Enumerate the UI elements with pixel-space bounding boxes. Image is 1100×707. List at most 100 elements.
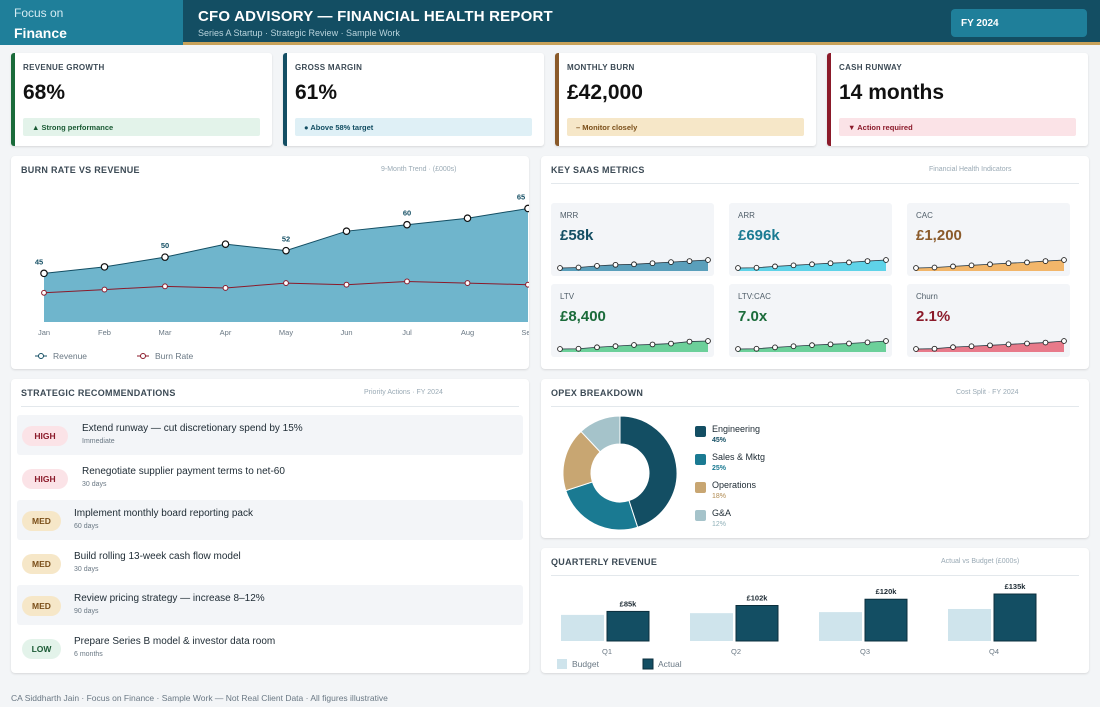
opex-slice-salesmktg	[565, 481, 639, 531]
burn-rate-point	[41, 289, 47, 296]
metric-value: 2.1%	[916, 308, 951, 325]
actual-bar	[993, 593, 1037, 642]
opex-slice-ga	[580, 415, 621, 453]
recommendation-text: Renegotiate supplier payment terms to ne…	[82, 465, 285, 477]
burn-rate-point	[464, 280, 471, 286]
revenue-point	[342, 227, 351, 235]
kpi-status-badge: – Monitor closely	[567, 118, 804, 136]
panel-meta: Priority Actions · FY 2024	[364, 389, 443, 396]
legend-swatch	[695, 510, 706, 521]
burn-rate-point	[283, 280, 289, 286]
sparkline-point	[790, 343, 797, 350]
sparkline-point	[968, 262, 975, 269]
report-header: CFO ADVISORY — FINANCIAL HEALTH REPORT S…	[183, 0, 1100, 45]
legend-label: Budget	[572, 659, 600, 669]
burn-rate-point	[343, 281, 350, 288]
priority-badge: MED	[22, 553, 61, 574]
revenue-point	[282, 246, 290, 255]
opex-panel: OPEX BREAKDOWN Cost Split · FY 2024 Engi…	[541, 379, 1089, 538]
panel-divider	[551, 183, 1079, 184]
revenue-data-label: 50	[161, 241, 169, 250]
revenue-point	[524, 204, 529, 213]
sparkline-point	[846, 259, 852, 266]
sparkline-point	[1061, 257, 1067, 263]
metric-sparkline	[735, 338, 889, 352]
sparkline-point	[950, 344, 956, 351]
kpi-status-badge: ▼ Action required	[839, 118, 1076, 136]
recommendation-text: Review pricing strategy — increase 8–12%	[74, 593, 265, 604]
x-tick-label: Q2	[731, 647, 741, 656]
sparkline-point	[1042, 339, 1049, 346]
revenue-data-label: 45	[35, 257, 43, 266]
kpi-status-badge: ▲ Strong performance	[23, 118, 260, 136]
recommendation-text: Extend runway — cut discretionary spend …	[82, 423, 303, 434]
sparkline-point	[827, 341, 834, 348]
priority-badge: LOW	[22, 638, 61, 659]
legend-swatch	[557, 659, 567, 669]
metric-card-ltv: LTV £8,400	[551, 284, 714, 357]
sparkline-point	[557, 346, 563, 352]
sparkline-point	[790, 262, 797, 269]
metric-label: ARR	[738, 211, 755, 220]
recommendation-timing: Immediate	[82, 438, 115, 445]
metric-sparkline	[913, 338, 1067, 352]
legend-swatch	[695, 454, 706, 465]
revenue-point	[40, 269, 48, 278]
metric-card-cac: CAC £1,200	[907, 203, 1070, 276]
fiscal-year-selector[interactable]: FY 2024	[951, 9, 1087, 37]
revenue-point	[463, 214, 472, 223]
legend-percent: 25%	[712, 465, 727, 472]
metric-sparkline	[735, 257, 889, 271]
actual-bar	[735, 605, 779, 642]
sparkline-point	[809, 342, 815, 348]
metric-card-ltvcac: LTV:CAC 7.0x	[729, 284, 892, 357]
recommendation-timing: 90 days	[74, 608, 99, 615]
recommendation-item: MED Build rolling 13-week cash flow model…	[17, 543, 523, 583]
recommendation-item: LOW Prepare Series B model & investor dat…	[17, 628, 523, 668]
metric-label: MRR	[560, 211, 579, 220]
actual-data-label: £102k	[747, 594, 769, 603]
recommendation-timing: 6 months	[74, 650, 103, 658]
panel-title: BURN RATE VS REVENUE	[21, 165, 140, 175]
sparkline-point	[735, 265, 741, 271]
x-tick-label: Apr	[220, 328, 232, 337]
sparkline-point	[846, 340, 852, 347]
sparkline-point	[631, 261, 637, 268]
metric-card-churn: Churn 2.1%	[907, 284, 1070, 357]
x-tick-label: Aug	[461, 328, 474, 337]
sparkline-point	[987, 261, 993, 268]
kpi-value: 14 months	[839, 81, 945, 104]
saas-metrics-panel: KEY SAAS METRICS Financial Health Indica…	[541, 156, 1089, 369]
panel-title: STRATEGIC RECOMMENDATIONS	[21, 388, 176, 398]
kpi-value: £42,000	[567, 81, 643, 104]
sparkline-point	[1005, 341, 1012, 348]
kpi-card-cash-runway: CASH RUNWAY 14 months ▼ Action required	[827, 53, 1088, 146]
sparkline-point	[883, 257, 889, 263]
actual-data-label: £120k	[876, 587, 898, 596]
sparkline-point	[950, 263, 956, 270]
priority-badge: HIGH	[22, 426, 68, 446]
metric-card-arr: ARR £696k	[729, 203, 892, 276]
legend-label: Operations	[712, 480, 757, 490]
legend-label: Engineering	[712, 424, 761, 434]
sparkline-point	[753, 264, 760, 271]
kpi-label: REVENUE GROWTH	[23, 63, 105, 72]
legend-swatch	[695, 482, 706, 493]
recommendation-text: Build rolling 13-week cash flow model	[74, 550, 241, 562]
metric-sparkline	[557, 257, 711, 271]
actual-bar	[864, 598, 908, 642]
sparkline-point	[827, 260, 834, 267]
legend-label: Sales & Mktg	[712, 452, 766, 462]
sparkline-point	[1024, 259, 1030, 266]
sparkline-point	[809, 261, 815, 268]
kpi-status-badge: ● Above 58% target	[295, 118, 532, 136]
sparkline-point	[735, 346, 741, 352]
recommendation-item: MED Implement monthly board reporting pac…	[17, 500, 523, 540]
sparkline-point	[1061, 338, 1067, 344]
priority-badge: HIGH	[22, 468, 68, 489]
revenue-point	[403, 220, 411, 229]
burn-rate-panel: BURN RATE VS REVENUE 9-Month Trend · (£0…	[11, 156, 529, 369]
sparkline-point	[686, 258, 693, 264]
budget-bar	[561, 614, 604, 641]
x-tick-label: Feb	[98, 328, 111, 337]
